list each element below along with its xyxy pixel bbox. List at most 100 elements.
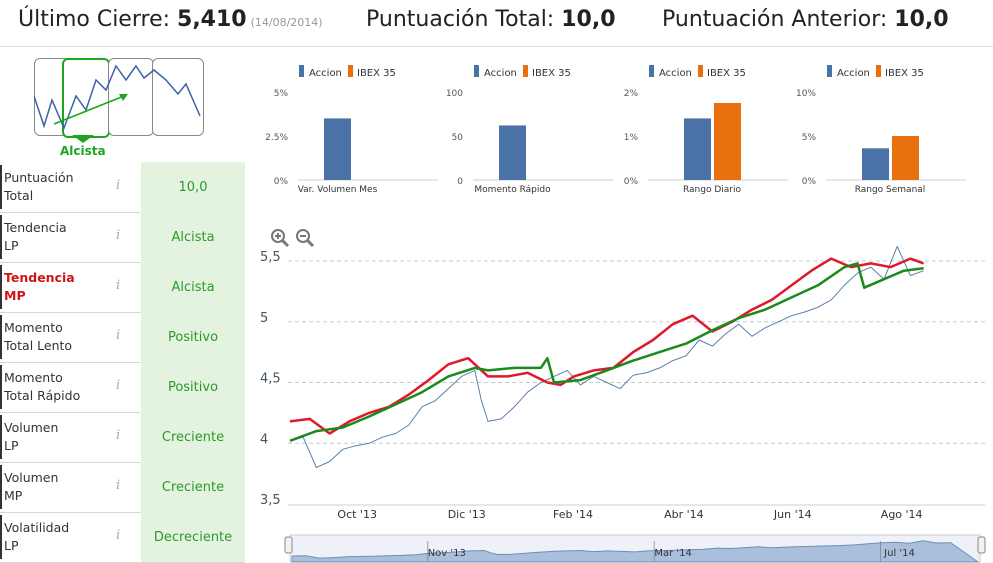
legend-accion: Accion — [309, 68, 342, 79]
row-marker — [0, 465, 2, 509]
indicator-value: Decreciente — [141, 512, 245, 562]
legend-swatch-accion — [827, 65, 832, 77]
mini-chart-1: Accion IBEX 35 5% 2.5% 0% Var. Volumen Mes — [265, 65, 438, 195]
indicator-label: Volatilidad LP — [4, 519, 69, 555]
indicator-value: 10,0 — [141, 162, 245, 212]
navigator-label: Jul '14 — [883, 548, 915, 559]
previous-score: Puntuación Anterior: 10,0 — [662, 7, 949, 32]
legend-swatch-accion — [474, 65, 479, 77]
legend-accion: Accion — [484, 68, 517, 79]
indicator-value: Creciente — [141, 462, 245, 512]
indicator-row[interactable]: Tendencia LP i Alcista — [0, 212, 245, 263]
navigator-area — [291, 540, 980, 563]
legend-ibex: IBEX 35 — [357, 68, 396, 79]
indicator-label: Tendencia LP — [4, 219, 67, 255]
indicator-label-line1: Tendencia — [4, 270, 75, 285]
trend-pointer — [72, 135, 94, 143]
last-close-value: 5,410 — [177, 7, 247, 32]
mini-y-tick: 5% — [274, 89, 289, 99]
indicator-label-line1: Volumen — [4, 420, 59, 435]
mini-chart-title: Var. Volumen Mes — [298, 185, 378, 195]
indicator-label: Volumen MP — [4, 469, 58, 505]
legend-swatch-ibex — [348, 65, 353, 77]
indicator-value: Positivo — [141, 362, 245, 412]
indicator-label-line2: LP — [4, 538, 19, 553]
indicator-label-line1: Tendencia — [4, 220, 67, 235]
navigator-handle-left[interactable] — [284, 536, 293, 554]
indicator-value: Creciente — [141, 412, 245, 462]
last-close-date: (14/08/2014) — [250, 16, 323, 29]
info-icon[interactable]: i — [116, 478, 121, 493]
mini-y-tick: 0% — [624, 177, 639, 187]
navigator-label: Mar '14 — [654, 548, 692, 559]
zoom-out-icon[interactable] — [295, 228, 315, 248]
mini-y-tick: 10% — [796, 89, 816, 99]
info-icon[interactable]: i — [116, 528, 121, 543]
indicator-label-line2: Total Lento — [4, 338, 73, 353]
indicator-value: Alcista — [141, 212, 245, 262]
bar-ibex — [892, 136, 919, 180]
indicator-row[interactable]: Volumen LP i Creciente — [0, 412, 245, 463]
row-marker — [0, 415, 2, 459]
mini-chart-title: Rango Semanal — [855, 185, 926, 195]
trend-panel-bullish — [62, 58, 110, 138]
indicator-row[interactable]: Volumen MP i Creciente — [0, 462, 245, 513]
bar-ibex — [714, 103, 741, 180]
bar-accion — [862, 148, 889, 180]
navigator-label: Nov '13 — [428, 548, 466, 559]
indicator-label-line2: LP — [4, 238, 19, 253]
legend-ibex: IBEX 35 — [885, 68, 924, 79]
total-score-value: 10,0 — [561, 7, 616, 32]
legend-accion: Accion — [659, 68, 692, 79]
total-score-label: Puntuación Total: — [366, 7, 555, 32]
mini-y-tick: 0% — [802, 177, 817, 187]
navigator-handle-right[interactable] — [977, 536, 986, 554]
indicator-value: Alcista — [141, 262, 245, 312]
bar-accion — [324, 118, 351, 180]
indicator-label-line2: Total Rápido — [4, 388, 81, 403]
info-icon[interactable]: i — [116, 378, 121, 393]
indicator-label-line2: MP — [4, 488, 23, 503]
info-icon[interactable]: i — [116, 228, 121, 243]
legend-accion: Accion — [837, 68, 870, 79]
mini-y-tick: 100 — [446, 89, 463, 99]
legend-swatch-ibex — [523, 65, 528, 77]
trend-arrow-line — [53, 95, 125, 125]
mini-chart-title: Rango Diario — [683, 185, 742, 195]
row-marker — [0, 315, 2, 359]
info-icon[interactable]: i — [116, 428, 121, 443]
info-icon[interactable]: i — [116, 178, 121, 193]
last-close-label: Último Cierre: — [18, 7, 171, 32]
mini-y-tick: 0% — [274, 177, 289, 187]
legend-swatch-accion — [299, 65, 304, 77]
zoom-in-icon[interactable] — [270, 228, 290, 248]
trend-arrow-head — [119, 94, 128, 101]
indicator-label-line2: MP — [4, 288, 26, 303]
row-marker — [0, 515, 2, 559]
trend-panel-neutral — [108, 58, 154, 136]
mini-y-tick: 2% — [624, 89, 639, 99]
legend-swatch-ibex — [698, 65, 703, 77]
last-close: Último Cierre: 5,410 (14/08/2014) — [18, 7, 323, 32]
trend-sparkline — [34, 64, 201, 143]
info-icon[interactable]: i — [116, 278, 121, 293]
indicator-row[interactable]: Puntuación Total i 10,0 — [0, 162, 245, 213]
indicator-label: Puntuación Total — [4, 169, 74, 205]
indicator-label: Momento Total Rápido — [4, 369, 80, 405]
total-score: Puntuación Total: 10,0 — [366, 7, 616, 32]
indicator-label: Tendencia MP — [4, 269, 75, 305]
indicator-row[interactable]: Momento Total Lento i Positivo — [0, 312, 245, 363]
info-icon[interactable]: i — [116, 328, 121, 343]
indicator-label-line1: Volatilidad — [4, 520, 70, 535]
indicator-label-line1: Momento — [4, 320, 63, 335]
bar-accion — [499, 125, 526, 180]
trend-sparkline-line — [34, 64, 201, 131]
mini-y-tick: 2.5% — [265, 133, 288, 143]
previous-score-value: 10,0 — [894, 7, 949, 32]
trend-label: Alcista — [60, 144, 106, 158]
mini-chart-4: Accion IBEX 35 10% 5% 0% Rango Semanal — [796, 65, 966, 195]
indicator-row[interactable]: Tendencia MP i Alcista — [0, 262, 245, 313]
indicator-row[interactable]: Momento Total Rápido i Positivo — [0, 362, 245, 413]
indicator-label-line1: Volumen — [4, 470, 59, 485]
